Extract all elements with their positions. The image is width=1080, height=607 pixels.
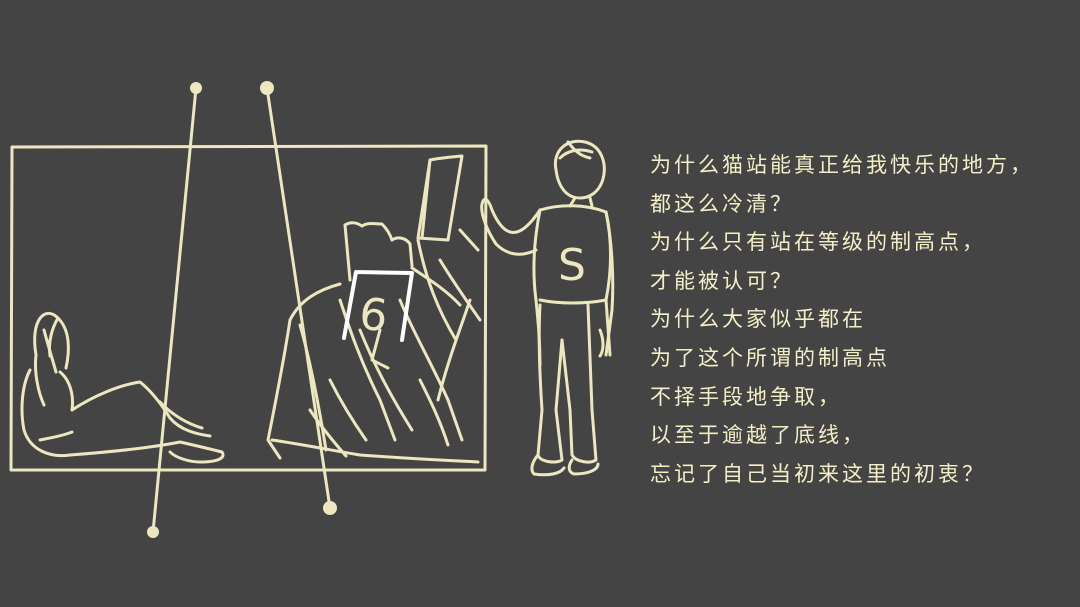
poem-line-6: 为了这个所谓的制高点 <box>650 345 890 370</box>
sitting-girl <box>20 311 225 464</box>
left-pole <box>151 86 198 534</box>
poem-line-1: 为什么猫站能真正给我快乐的地方， <box>650 153 1034 177</box>
podium-structure <box>266 154 482 464</box>
poem-line-4: 才能被认可？ <box>650 268 794 293</box>
poem-text: 为什么猫站能真正给我快乐的地方， 都这么冷清？ 为什么只有站在等级的制高点， 才… <box>650 146 1034 493</box>
poles <box>147 81 337 538</box>
podium-plaque: 6 <box>342 270 414 343</box>
poem-line-7: 不择手段地争取， <box>650 384 842 409</box>
poem-line-9: 忘记了自己当初来这里的初衷？ <box>650 461 986 486</box>
shirt-letter: S <box>558 240 586 291</box>
standing-man <box>480 139 615 477</box>
poem-line-8: 以至于逾越了底线， <box>650 423 866 448</box>
podium-number: 6 <box>357 289 390 343</box>
right-pole <box>265 86 332 510</box>
poem-line-3: 为什么只有站在等级的制高点， <box>650 230 986 255</box>
picture-frame <box>9 144 488 472</box>
poem-line-5: 为什么大家似乎都在 <box>650 307 866 332</box>
poem-line-2: 都这么冷清？ <box>650 191 794 216</box>
